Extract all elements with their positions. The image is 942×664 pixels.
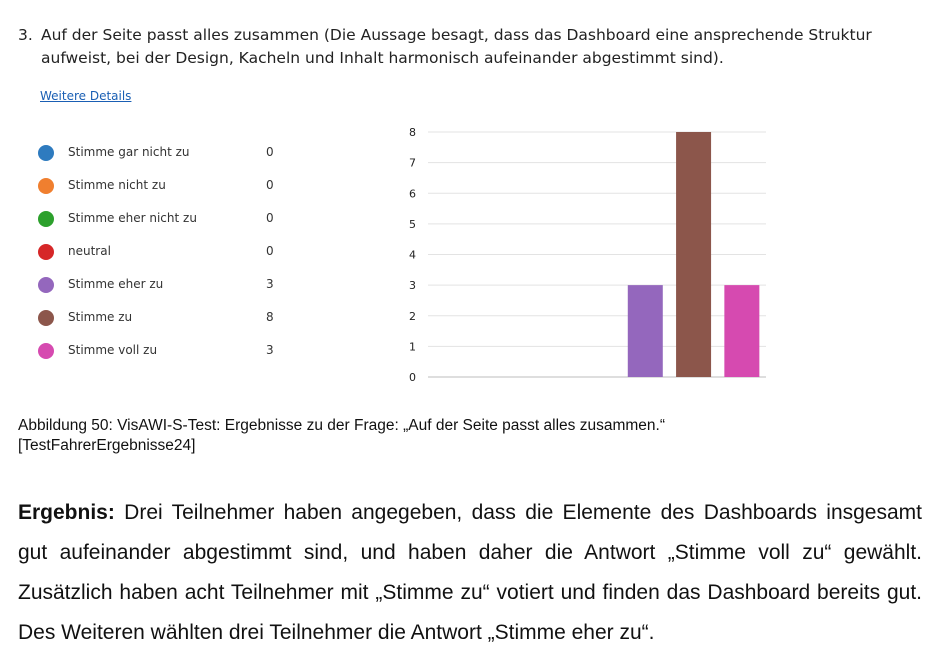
legend-item: Stimme voll zu 3	[38, 341, 298, 361]
bar-5	[676, 132, 712, 377]
bar-4	[627, 285, 663, 377]
y-tick-label: 0	[409, 371, 416, 384]
y-tick-label: 7	[409, 157, 416, 170]
bar-chart: 0 1 2 3 4 5 6 7 8	[409, 126, 766, 384]
legend-label: Stimme voll zu	[68, 343, 158, 357]
legend-color-dot	[38, 178, 54, 194]
legend-label: Stimme eher zu	[68, 277, 164, 291]
legend-color-dot	[38, 145, 54, 161]
y-tick-label: 5	[409, 218, 416, 231]
legend-color-dot	[38, 310, 54, 326]
y-tick-label: 4	[409, 249, 416, 262]
legend-count: 0	[266, 244, 274, 258]
legend-item: Stimme eher zu 3	[38, 275, 298, 295]
legend-item: Stimme nicht zu 0	[38, 176, 298, 196]
result-text: Drei Teilnehmer haben angegeben, dass di…	[18, 501, 922, 644]
legend-count: 0	[266, 145, 274, 159]
caption-line: Abbildung 50: VisAWI-S-Test: Ergebnisse …	[18, 417, 665, 434]
details-link[interactable]: Weitere Details	[40, 89, 132, 103]
legend-color-dot	[38, 277, 54, 293]
y-tick-label: 1	[409, 340, 416, 353]
y-tick-label: 3	[409, 279, 416, 292]
legend-item: Stimme gar nicht zu 0	[38, 143, 298, 163]
legend-label: Stimme nicht zu	[68, 178, 166, 192]
legend-color-dot	[38, 244, 54, 260]
legend-item: neutral 0	[38, 242, 298, 262]
legend-count: 8	[266, 310, 274, 324]
caption-source: [TestFahrerErgebnisse24]	[18, 437, 196, 454]
figure-caption: Abbildung 50: VisAWI-S-Test: Ergebnisse …	[18, 416, 918, 456]
result-paragraph: Ergebnis: Drei Teilnehmer haben angegebe…	[18, 493, 922, 653]
result-label: Ergebnis:	[18, 501, 115, 524]
legend-count: 3	[266, 277, 274, 291]
legend-count: 0	[266, 178, 274, 192]
legend-label: Stimme zu	[68, 310, 133, 324]
legend-color-dot	[38, 343, 54, 359]
legend-item: Stimme zu 8	[38, 308, 298, 328]
legend-item: Stimme eher nicht zu 0	[38, 209, 298, 229]
legend-label: Stimme eher nicht zu	[68, 211, 197, 225]
legend-label: Stimme gar nicht zu	[68, 145, 190, 159]
y-tick-label: 2	[409, 310, 416, 323]
legend-label: neutral	[68, 244, 111, 258]
y-tick-label: 6	[409, 187, 416, 200]
legend-color-dot	[38, 211, 54, 227]
legend-count: 0	[266, 211, 274, 225]
bar-6	[724, 285, 760, 377]
legend-count: 3	[266, 343, 274, 357]
question-text: Auf der Seite passt alles zusammen (Die …	[41, 26, 872, 67]
y-tick-label: 8	[409, 126, 416, 139]
question-number: 3.	[18, 26, 33, 44]
